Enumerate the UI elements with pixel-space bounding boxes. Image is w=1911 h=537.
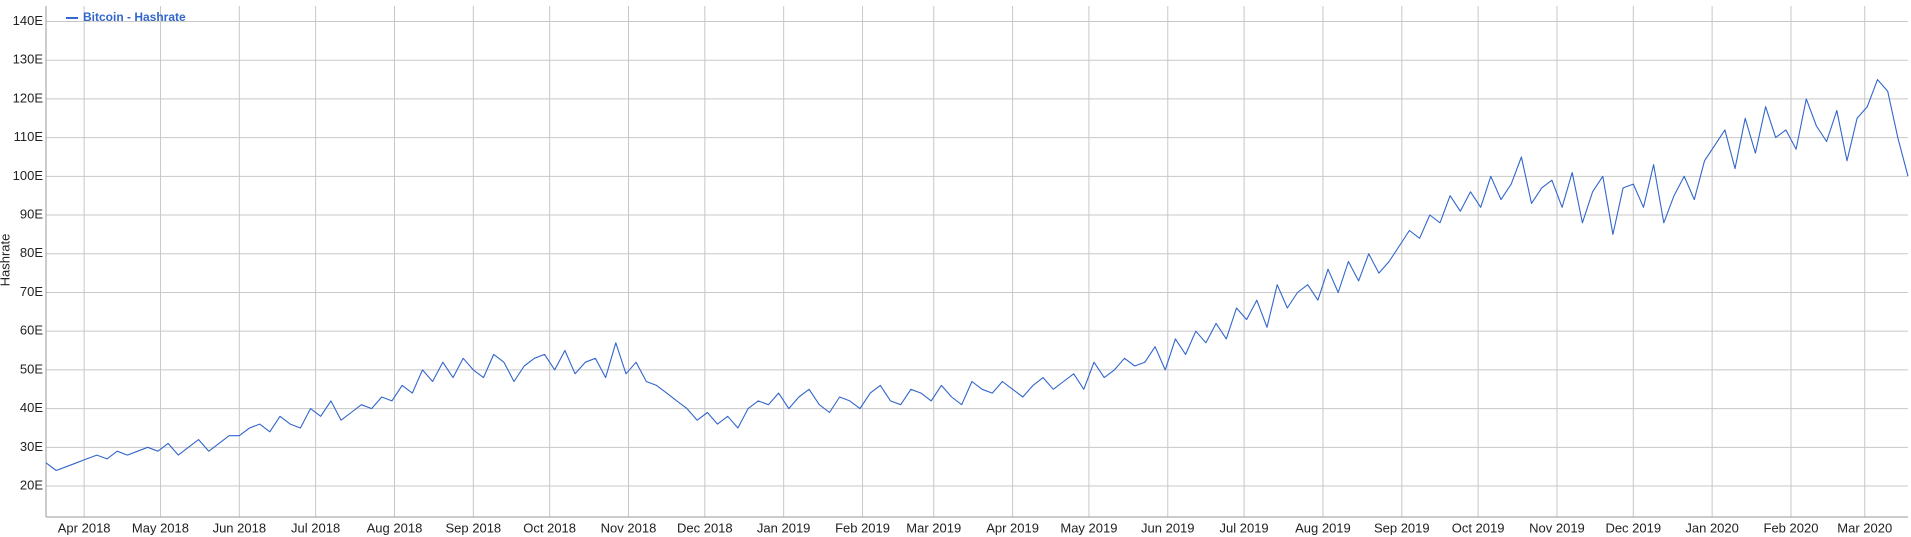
x-tick-label: Feb 2019 — [835, 520, 890, 535]
x-tick-label: Sep 2019 — [1374, 520, 1430, 535]
x-tick-label: Apr 2018 — [58, 520, 111, 535]
data-line — [45, 79, 1909, 472]
x-tick-label: Jul 2018 — [291, 520, 340, 535]
y-tick-label: 140E — [13, 13, 44, 28]
y-axis-label: Hashrate — [0, 234, 12, 287]
x-tick-label: Nov 2019 — [1529, 520, 1585, 535]
y-tick-label: 120E — [13, 90, 44, 105]
y-tick-label: 110E — [14, 129, 44, 144]
legend-label: Bitcoin - Hashrate — [83, 10, 186, 24]
x-tick-label: Jun 2018 — [213, 520, 267, 535]
y-tick-label: 30E — [20, 439, 43, 454]
x-tick-label: Oct 2019 — [1452, 520, 1505, 535]
x-tick-label: Oct 2018 — [523, 520, 576, 535]
y-tick-label: 40E — [20, 400, 43, 415]
x-tick-label: Mar 2020 — [1837, 520, 1892, 535]
x-tick-label: Sep 2018 — [446, 520, 502, 535]
y-tick-label: 130E — [13, 52, 44, 67]
x-tick-label: Aug 2019 — [1295, 520, 1351, 535]
x-tick-label: Jul 2019 — [1220, 520, 1269, 535]
x-tick-label: Jan 2019 — [757, 520, 811, 535]
x-tick-label: May 2018 — [132, 520, 189, 535]
x-tick-label: Mar 2019 — [906, 520, 961, 535]
y-tick-label: 60E — [20, 323, 43, 338]
x-tick-label: Jun 2019 — [1141, 520, 1195, 535]
x-tick-label: Jan 2020 — [1685, 520, 1739, 535]
x-tick-label: Apr 2019 — [986, 520, 1039, 535]
y-tick-label: 100E — [13, 168, 44, 183]
x-tick-label: Aug 2018 — [367, 520, 423, 535]
y-tick-label: 50E — [20, 361, 43, 376]
x-tick-label: Dec 2018 — [677, 520, 733, 535]
y-tick-label: 90E — [20, 206, 43, 221]
x-tick-label: May 2019 — [1060, 520, 1117, 535]
x-tick-label: Nov 2018 — [601, 520, 657, 535]
x-tick-label: Feb 2020 — [1764, 520, 1819, 535]
y-tick-label: 20E — [20, 477, 43, 492]
y-tick-label: 70E — [20, 284, 43, 299]
x-tick-label: Dec 2019 — [1605, 520, 1661, 535]
y-tick-label: 80E — [20, 245, 43, 260]
